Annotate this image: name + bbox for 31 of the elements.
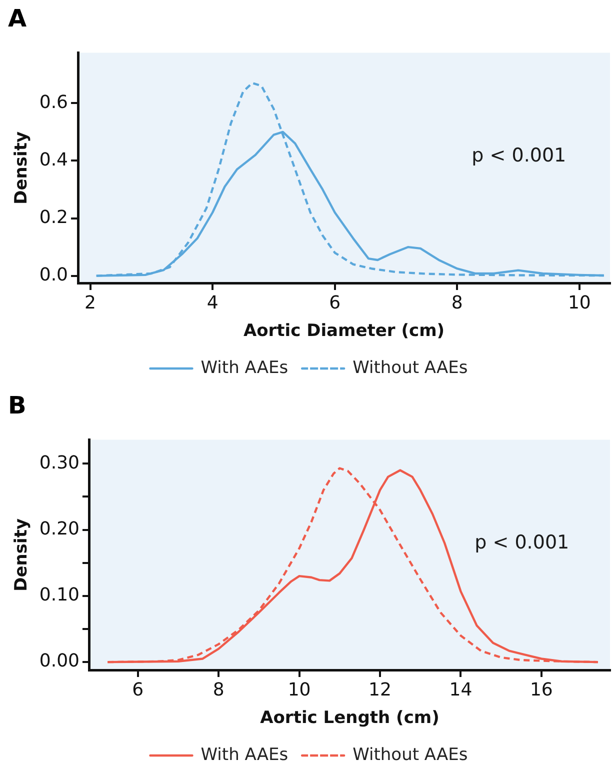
legend-label: Without AAEs: [352, 358, 468, 378]
x-tick-label: 6: [329, 292, 341, 314]
x-tick-label: 10: [288, 679, 311, 700]
chart-title: B: [8, 392, 26, 420]
x-tick-label: 16: [530, 679, 553, 700]
chart-title: A: [8, 4, 27, 33]
x-tick-label: 14: [449, 679, 472, 700]
x-axis-title: Aortic Diameter (cm): [243, 321, 445, 342]
x-tick-label: 4: [206, 292, 218, 314]
x-tick-label: 8: [451, 292, 463, 314]
y-tick-label: 0.6: [39, 92, 68, 113]
y-tick-label: 0.0: [39, 264, 68, 286]
y-tick-label: 0.00: [39, 650, 80, 672]
annotation: p < 0.001: [474, 531, 570, 554]
annotation: p < 0.001: [472, 144, 566, 166]
y-axis-title: Density: [12, 131, 32, 204]
y-axis-title: Density: [12, 518, 32, 592]
x-tick-label: 6: [132, 679, 144, 700]
x-tick-label: 2: [84, 292, 96, 314]
legend-label: With AAEs: [200, 744, 288, 765]
x-tick-label: 10: [568, 292, 591, 314]
y-tick-label: 0.30: [39, 452, 80, 474]
x-tick-label: 8: [212, 679, 224, 700]
legend-label: Without AAEs: [352, 744, 468, 765]
y-tick-label: 0.4: [39, 149, 68, 170]
x-axis-title: Aortic Length (cm): [260, 708, 440, 728]
legend-label: With AAEs: [200, 358, 288, 378]
x-tick-label: 12: [368, 679, 392, 700]
y-tick-label: 0.10: [39, 584, 80, 606]
y-tick-label: 0.2: [39, 206, 68, 228]
y-tick-label: 0.20: [39, 518, 80, 540]
